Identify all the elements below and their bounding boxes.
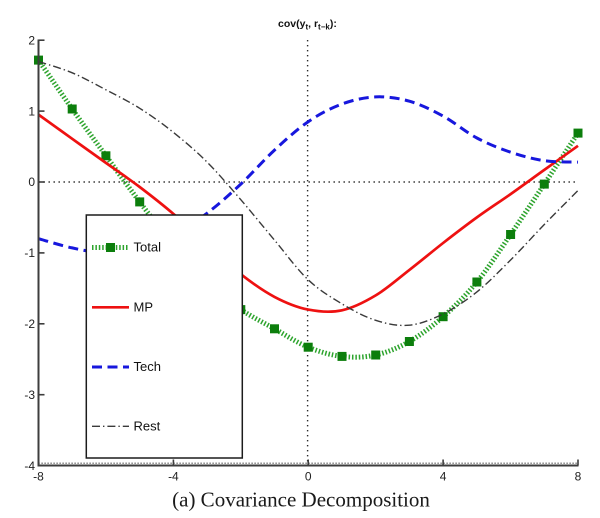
svg-text:-3: -3 [24,388,35,402]
svg-text:0: 0 [305,470,312,484]
svg-text:-8: -8 [33,470,44,484]
svg-text:Tech: Tech [134,359,161,374]
svg-text:-2: -2 [24,317,35,331]
svg-text:MP: MP [134,299,154,314]
svg-text:Rest: Rest [134,418,161,433]
svg-text:-4: -4 [24,459,35,473]
svg-text:-1: -1 [24,246,35,260]
svg-text:4: 4 [440,470,447,484]
svg-text:2: 2 [28,33,35,47]
svg-text:Total: Total [134,240,162,255]
svg-text:8: 8 [575,470,582,484]
svg-text:0: 0 [28,175,35,189]
svg-text:1: 1 [28,104,35,118]
svg-text:-4: -4 [168,470,179,484]
svg-text:(a) Covariance Decomposition: (a) Covariance Decomposition [172,487,430,511]
